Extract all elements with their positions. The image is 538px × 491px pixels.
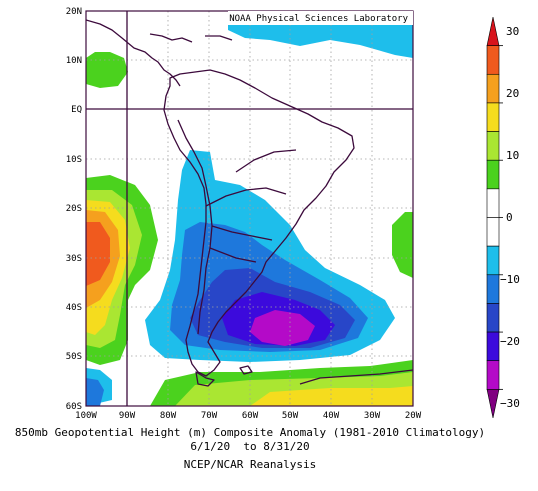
colorbar-segment xyxy=(486,245,500,276)
colorbar-segment xyxy=(486,45,500,75)
colorbar-segment xyxy=(486,217,500,247)
colorbar-segment xyxy=(486,73,500,104)
lon-label: 90W xyxy=(119,411,136,421)
colorbar-segment xyxy=(486,331,500,362)
colorbar-label: 20 xyxy=(506,87,519,100)
coastlines xyxy=(86,19,413,387)
lat-label: EQ xyxy=(71,105,82,115)
lon-label: 30W xyxy=(364,411,381,421)
colorbar-label: −30 xyxy=(500,397,520,410)
colorbar-segment xyxy=(486,188,500,218)
colorbar-label: 10 xyxy=(506,149,519,162)
lat-label: 60S xyxy=(66,402,82,412)
anomaly-region-main-magenta xyxy=(250,310,315,346)
credit-box xyxy=(228,11,413,25)
anomaly-region-east-green xyxy=(392,212,413,278)
lat-label: 40S xyxy=(66,303,82,313)
caption-title: 850mb Geopotential Height (m) Composite … xyxy=(15,426,485,439)
colorbar-labels: 30 20 10 0 −10 −20 −30 xyxy=(500,25,520,410)
lon-label: 50W xyxy=(282,411,299,421)
lat-label: 20N xyxy=(66,7,82,17)
colorbar-segment xyxy=(486,389,500,419)
anomaly-region-south-yellow xyxy=(250,386,413,406)
lon-label: 70W xyxy=(201,411,218,421)
colorbar-label: 30 xyxy=(506,25,519,38)
colorbar-label: 0 xyxy=(506,211,513,224)
lon-label: 20W xyxy=(405,411,422,421)
lat-label: 10S xyxy=(66,155,82,165)
longitude-labels: 100W 90W 80W 70W 60W 50W 40W 30W 20W xyxy=(75,411,422,421)
colorbar xyxy=(486,16,503,419)
anomaly-region-southwest-blue xyxy=(86,378,104,406)
lon-label: 100W xyxy=(75,411,97,421)
colorbar-segment xyxy=(486,16,500,46)
lat-label: 20S xyxy=(66,204,82,214)
lon-label: 40W xyxy=(323,411,340,421)
caption-dates: 6/1/20 to 8/31/20 xyxy=(190,440,309,453)
colorbar-segment xyxy=(486,274,500,304)
colorbar-segment xyxy=(486,360,500,390)
anomaly-region-west-darkorange xyxy=(86,222,110,286)
caption-source: NCEP/NCAR Reanalysis xyxy=(184,458,316,471)
anomaly-region-north-green xyxy=(86,52,128,88)
colorbar-segment xyxy=(486,102,500,132)
lon-label: 60W xyxy=(242,411,259,421)
latitude-labels: 20N 10N EQ 10S 20S 30S 40S 50S 60S xyxy=(66,7,82,412)
colorbar-label: −10 xyxy=(500,273,520,286)
lat-label: 30S xyxy=(66,254,82,264)
colorbar-label: −20 xyxy=(500,335,520,348)
colorbar-segment xyxy=(486,159,500,190)
colorbar-segment xyxy=(486,303,500,333)
colorbar-segment xyxy=(486,131,500,161)
lat-label: 50S xyxy=(66,352,82,362)
lat-label: 10N xyxy=(66,56,82,66)
lon-label: 80W xyxy=(160,411,177,421)
credit-text: NOAA Physical Sciences Laboratory xyxy=(229,14,408,24)
